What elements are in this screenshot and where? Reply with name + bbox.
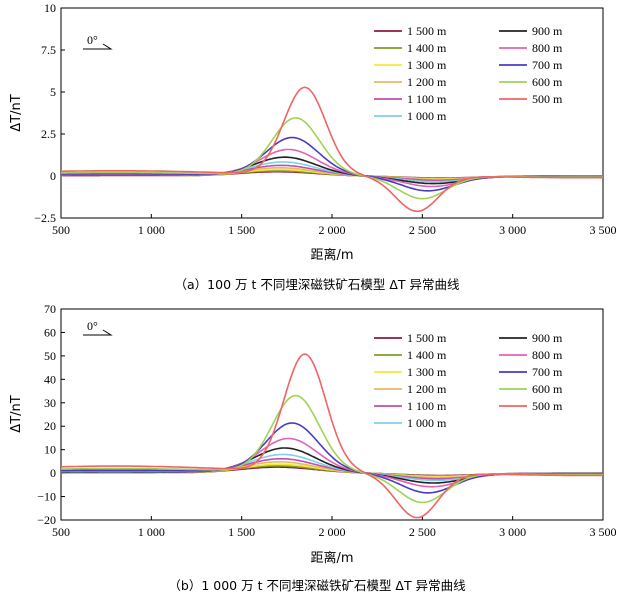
y-tick-label: 70	[44, 302, 56, 316]
x-tick-label: 2 500	[409, 525, 436, 539]
angle-symbol	[83, 43, 113, 50]
figure-caption: （a）100 万 t 不同埋深磁铁矿石模型 ΔT 异常曲线	[175, 277, 460, 292]
legend-label: 500 m	[532, 92, 563, 106]
legend-label: 900 m	[532, 24, 563, 38]
x-tick-label: 1 500	[228, 525, 255, 539]
chart-panel-a: 500 1 000 1 500 2 000 2 500 3 000 3 500 −2.5 0 2.…	[9, 1, 617, 292]
x-tick-label: 500	[52, 223, 70, 237]
series-line-600m	[61, 117, 603, 200]
legend-label: 1 400 m	[407, 41, 447, 55]
angle-annotation: 0°	[87, 319, 98, 333]
y-tick-label: 0	[50, 169, 56, 183]
legend-label: 1 200 m	[407, 382, 447, 396]
x-tick-label: 2 500	[409, 223, 436, 237]
y-axis-label: ΔT/nT	[9, 94, 24, 131]
x-axis-label: 距离/m	[310, 550, 353, 566]
series-line-600m	[61, 394, 603, 504]
legend-label: 1 200 m	[407, 75, 447, 89]
legend-label: 700 m	[532, 58, 563, 72]
legend-label: 600 m	[532, 382, 563, 396]
figure-caption: （b）1 000 万 t 不同埋深磁铁矿石模型 ΔT 异常曲线	[168, 578, 466, 593]
x-tick-label: 3 000	[499, 223, 526, 237]
y-tick-label: 40	[44, 372, 56, 386]
series-line-700m	[60, 422, 603, 494]
x-tick-label: 1 500	[228, 223, 255, 237]
series-line-1000m	[61, 161, 603, 183]
legend-label: 600 m	[532, 75, 563, 89]
angle-annotation: 0°	[87, 33, 98, 47]
angle-symbol	[83, 329, 113, 336]
series-line-1000m	[61, 453, 603, 482]
series-line-800m	[61, 437, 603, 488]
y-tick-label: −10	[37, 490, 56, 504]
y-tick-label: 7.5	[41, 43, 56, 57]
x-tick-label: 2 000	[319, 223, 346, 237]
x-tick-label: 3 000	[499, 525, 526, 539]
plot-frame	[60, 7, 604, 219]
legend-label: 800 m	[532, 41, 563, 55]
y-tick-label: 30	[44, 396, 56, 410]
legend-label: 1 300 m	[407, 58, 447, 72]
y-tick-label: 2.5	[41, 127, 56, 141]
y-tick-label: −2.5	[34, 211, 56, 225]
chart-panel-b: 500 1 000 1 500 2 000 2 500 3 000 3 500−20−100…	[9, 302, 617, 593]
y-tick-label: 10	[44, 1, 56, 15]
legend-label: 800 m	[532, 348, 563, 362]
y-tick-label: 50	[44, 349, 56, 363]
legend-label: 1 500 m	[407, 24, 447, 38]
y-tick-label: 60	[44, 325, 56, 339]
legend-label: 1 400 m	[407, 348, 447, 362]
series-line-700m	[61, 136, 603, 192]
x-tick-label: 3 500	[590, 525, 617, 539]
x-tick-label: 1 000	[138, 223, 165, 237]
y-tick-label: 5	[50, 85, 56, 99]
series-line-500m	[61, 353, 603, 519]
series-line-800m	[61, 148, 603, 188]
y-tick-label: 20	[44, 419, 56, 433]
legend-label: 1 100 m	[407, 92, 447, 106]
x-tick-label: 3 500	[590, 223, 617, 237]
legend-label: 500 m	[532, 399, 563, 413]
legend-label: 900 m	[532, 331, 563, 345]
x-axis-label: 距离/m	[310, 247, 353, 263]
legend-label: 1 000 m	[407, 416, 447, 430]
legend-label: 1 100 m	[407, 399, 447, 413]
legend-label: 700 m	[532, 365, 563, 379]
legend-label: 1 500 m	[407, 331, 447, 345]
y-tick-label: −20	[37, 513, 56, 527]
legend-label: 1 300 m	[407, 365, 447, 379]
legend-label: 1 000 m	[407, 109, 447, 123]
y-tick-label: 10	[44, 443, 56, 457]
y-tick-label: 0	[50, 466, 56, 480]
series-line-500m	[61, 86, 603, 213]
plot-frame	[60, 308, 604, 521]
x-tick-label: 2 000	[319, 525, 346, 539]
x-tick-label: 500	[52, 525, 70, 539]
x-tick-label: 1 000	[138, 525, 165, 539]
y-axis-label: ΔT/nT	[9, 395, 24, 432]
